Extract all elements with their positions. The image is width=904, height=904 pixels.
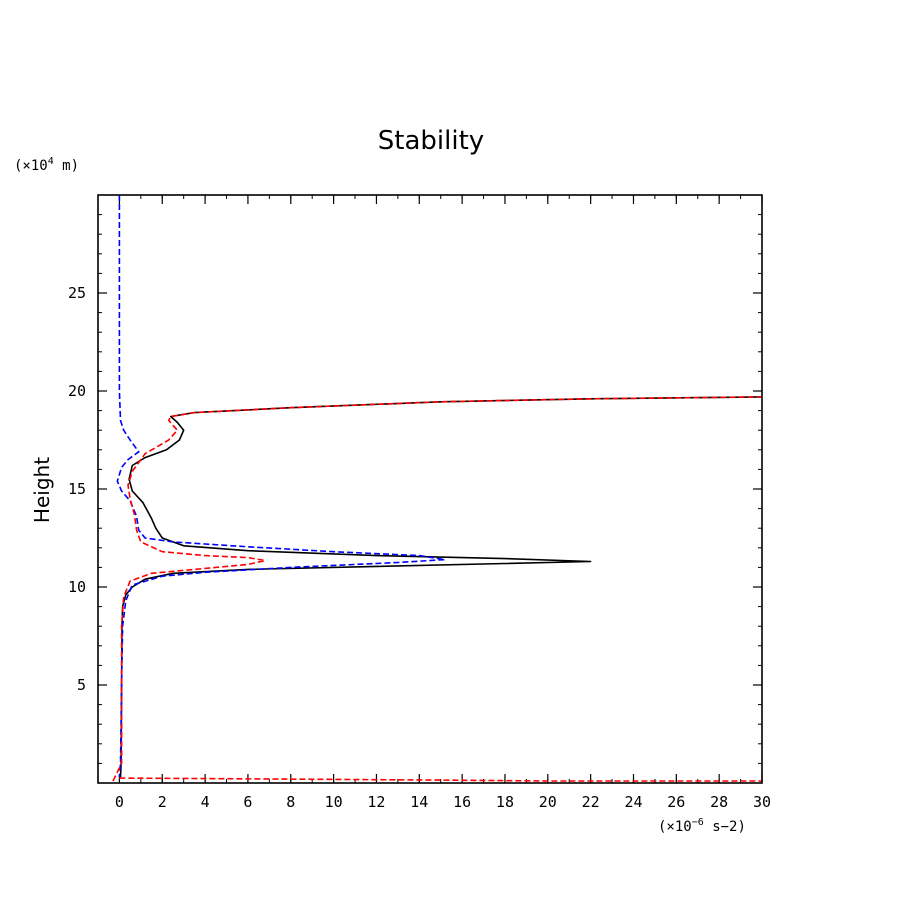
- y-tick-label: 25: [68, 284, 86, 302]
- x-tick-label: 8: [286, 793, 295, 811]
- x-tick-label: 18: [496, 793, 514, 811]
- x-tick-label: 30: [753, 793, 771, 811]
- x-unit-label: (×10−6 s−2): [658, 817, 746, 835]
- x-tick-label: 6: [243, 793, 252, 811]
- x-tick-label: 2: [158, 793, 167, 811]
- x-tick-label: 0: [115, 793, 124, 811]
- x-tick-label: 10: [325, 793, 343, 811]
- y-tick-label: 10: [68, 578, 86, 596]
- y-tick-label: 15: [68, 480, 86, 498]
- x-tick-label: 22: [582, 793, 600, 811]
- y-unit-label: (×104 m): [14, 156, 79, 174]
- x-tick-label: 26: [667, 793, 685, 811]
- x-tick-label: 14: [410, 793, 428, 811]
- series-line-2: [116, 195, 446, 778]
- y-tick-label: 5: [77, 676, 86, 694]
- series-layer: [112, 195, 762, 782]
- y-axis-label: Height: [30, 457, 54, 523]
- x-tick-label: 20: [539, 793, 557, 811]
- x-tick-label: 24: [624, 793, 642, 811]
- y-tick-label: 20: [68, 382, 86, 400]
- x-tick-label: 12: [367, 793, 385, 811]
- x-tick-label: 16: [453, 793, 471, 811]
- series-line-4: [119, 777, 762, 782]
- series-line-1: [119, 396, 762, 778]
- chart-title: Stability: [378, 126, 484, 156]
- x-tick-label: 4: [201, 793, 210, 811]
- x-tick-label: 28: [710, 793, 728, 811]
- plot-frame: [97, 194, 763, 784]
- series-line-3: [112, 396, 762, 782]
